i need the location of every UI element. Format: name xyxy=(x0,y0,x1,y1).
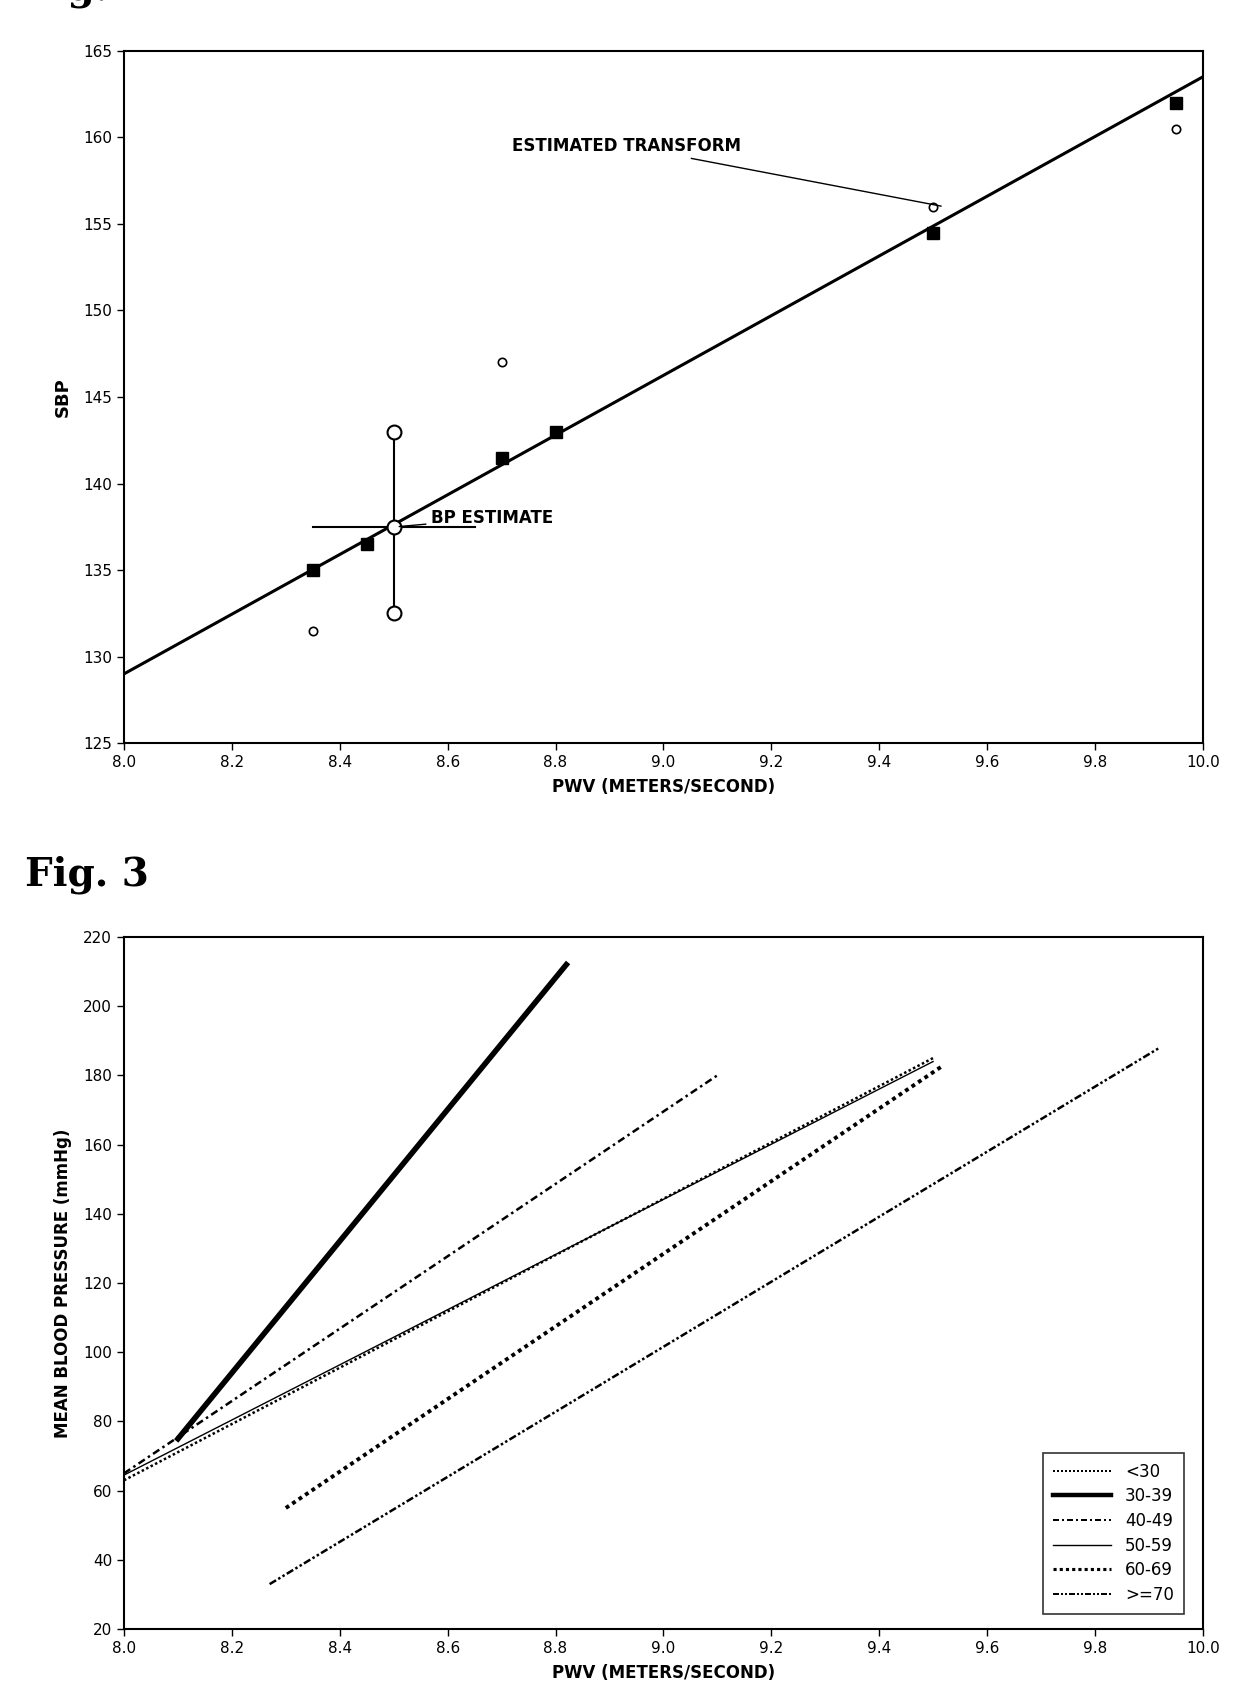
Legend: <30, 30-39, 40-49, 50-59, 60-69, >=70: <30, 30-39, 40-49, 50-59, 60-69, >=70 xyxy=(1043,1453,1184,1614)
Y-axis label: MEAN BLOOD PRESSURE (mmHg): MEAN BLOOD PRESSURE (mmHg) xyxy=(55,1129,72,1437)
Text: BP ESTIMATE: BP ESTIMATE xyxy=(399,509,554,528)
X-axis label: PWV (METERS/SECOND): PWV (METERS/SECOND) xyxy=(552,779,775,796)
Text: Fig. 3: Fig. 3 xyxy=(25,855,149,894)
X-axis label: PWV (METERS/SECOND): PWV (METERS/SECOND) xyxy=(552,1665,775,1682)
Text: Fig. 2: Fig. 2 xyxy=(25,0,149,8)
Text: ESTIMATED TRANSFORM: ESTIMATED TRANSFORM xyxy=(512,137,941,205)
Y-axis label: SBP: SBP xyxy=(55,377,72,417)
